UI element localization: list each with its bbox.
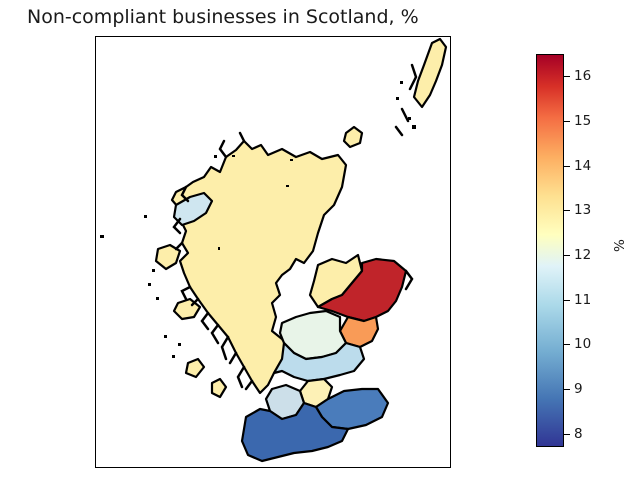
region-tayside <box>272 341 366 383</box>
colorbar-tick <box>564 433 570 435</box>
colorbar-tick-label: 11 <box>574 291 592 308</box>
map-panel <box>95 36 451 468</box>
colorbar-tick <box>564 165 570 167</box>
colorbar-tick <box>564 299 570 301</box>
colorbar-tick <box>564 388 570 390</box>
colorbar <box>536 54 564 447</box>
region-southwest <box>240 401 350 463</box>
region-western-isles <box>172 191 214 227</box>
colorbar-tick-label: 15 <box>574 112 592 129</box>
region-highlands <box>170 139 348 395</box>
colorbar-tick <box>564 120 570 122</box>
colorbar-tick <box>564 254 570 256</box>
colorbar-tick-label: 14 <box>574 157 592 174</box>
scotland-map <box>100 37 448 463</box>
colorbar-tick <box>564 76 570 78</box>
colorbar-label: % <box>612 239 628 252</box>
region-skye <box>154 243 182 271</box>
colorbar-tick-label: 12 <box>574 246 592 263</box>
colorbar-tick-label: 8 <box>574 425 583 442</box>
colorbar-tick-label: 10 <box>574 336 592 353</box>
chart-title: Non-compliant businesses in Scotland, % <box>27 6 419 28</box>
region-arran <box>210 377 228 399</box>
colorbar-tick-label: 9 <box>574 380 583 397</box>
region-shetland <box>412 37 448 109</box>
colorbar-tick-label: 13 <box>574 202 592 219</box>
region-islay <box>184 357 206 379</box>
colorbar-tick <box>564 344 570 346</box>
colorbar-tick <box>564 210 570 212</box>
colorbar-tick-label: 16 <box>574 68 592 85</box>
region-orkney <box>342 125 364 149</box>
